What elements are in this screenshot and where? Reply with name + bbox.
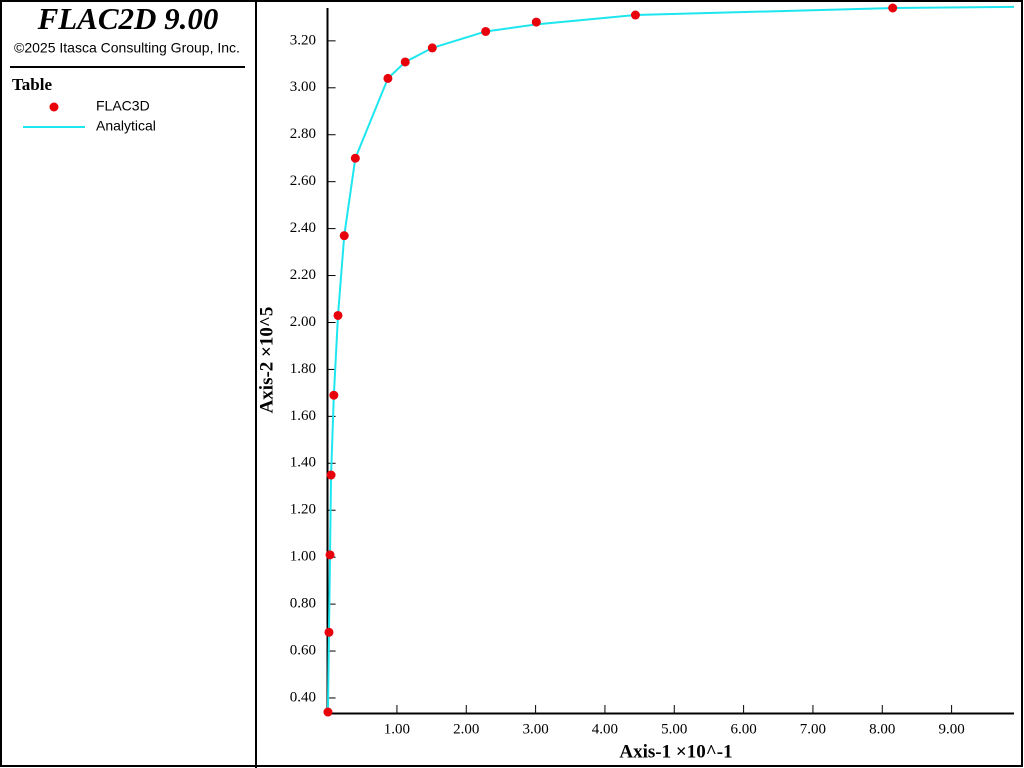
data-point xyxy=(326,470,336,480)
data-point xyxy=(481,26,491,36)
x-tick-label: 8.00 xyxy=(869,721,895,737)
y-tick-label: 1.40 xyxy=(290,455,316,471)
data-point xyxy=(333,310,343,320)
y-tick-label: 1.80 xyxy=(290,361,316,377)
data-point xyxy=(630,10,640,20)
data-point xyxy=(531,17,541,27)
legend: FLAC3D Analytical xyxy=(23,98,156,134)
x-axis-label: Axis-1 ×10^-1 xyxy=(619,741,732,762)
data-point xyxy=(888,3,898,13)
data-point xyxy=(350,153,360,163)
y-tick-label: 1.00 xyxy=(290,549,316,565)
app-title: FLAC2D 9.00 xyxy=(37,1,219,36)
data-point xyxy=(427,43,437,53)
x-tick-label: 5.00 xyxy=(661,721,687,737)
legend-marker xyxy=(49,102,59,112)
x-tick-label: 4.00 xyxy=(592,721,618,737)
y-tick-label: 3.00 xyxy=(290,79,316,95)
y-tick-label: 0.60 xyxy=(290,642,316,658)
x-tick-label: 1.00 xyxy=(384,721,410,737)
copyright: ©2025 Itasca Consulting Group, Inc. xyxy=(14,40,240,56)
y-tick-label: 2.80 xyxy=(290,126,316,142)
y-tick-label: 1.20 xyxy=(290,502,316,518)
y-tick-label: 2.60 xyxy=(290,173,316,189)
data-point xyxy=(339,231,349,241)
x-tick-label: 3.00 xyxy=(522,721,548,737)
data-point xyxy=(325,550,335,560)
legend-label: Analytical xyxy=(96,118,156,134)
data-line xyxy=(326,5,1015,713)
x-tick-label: 9.00 xyxy=(938,721,964,737)
x-tick-label: 7.00 xyxy=(800,721,826,737)
data-point xyxy=(324,627,334,637)
y-tick-label: 2.40 xyxy=(290,220,316,236)
data-point xyxy=(400,57,410,67)
y-tick-label: 3.20 xyxy=(290,32,316,48)
y-tick-label: 0.40 xyxy=(290,689,316,705)
legend-title: Table xyxy=(12,75,52,94)
x-tick-label: 2.00 xyxy=(453,721,479,737)
y-tick-label: 2.20 xyxy=(290,267,316,283)
data-point xyxy=(323,707,333,717)
y-tick-label: 1.60 xyxy=(290,408,316,424)
y-axis-label: Axis-2 ×10^5 xyxy=(256,307,277,414)
legend-label: FLAC3D xyxy=(96,98,150,114)
data-point xyxy=(329,390,339,400)
data-point xyxy=(383,73,393,83)
y-tick-label: 2.00 xyxy=(290,314,316,330)
x-tick-label: 6.00 xyxy=(730,721,756,737)
y-tick-label: 0.80 xyxy=(290,596,316,612)
